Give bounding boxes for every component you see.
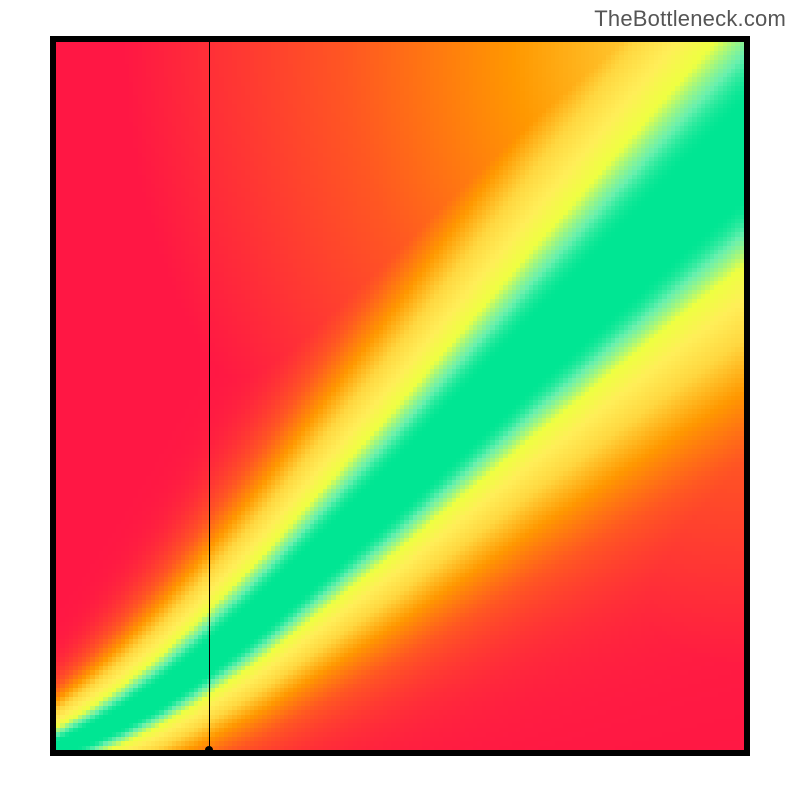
watermark-text: TheBottleneck.com <box>594 6 786 32</box>
plot-frame <box>50 36 750 756</box>
figure-container: TheBottleneck.com <box>0 0 800 800</box>
bottleneck-heatmap <box>56 42 744 750</box>
